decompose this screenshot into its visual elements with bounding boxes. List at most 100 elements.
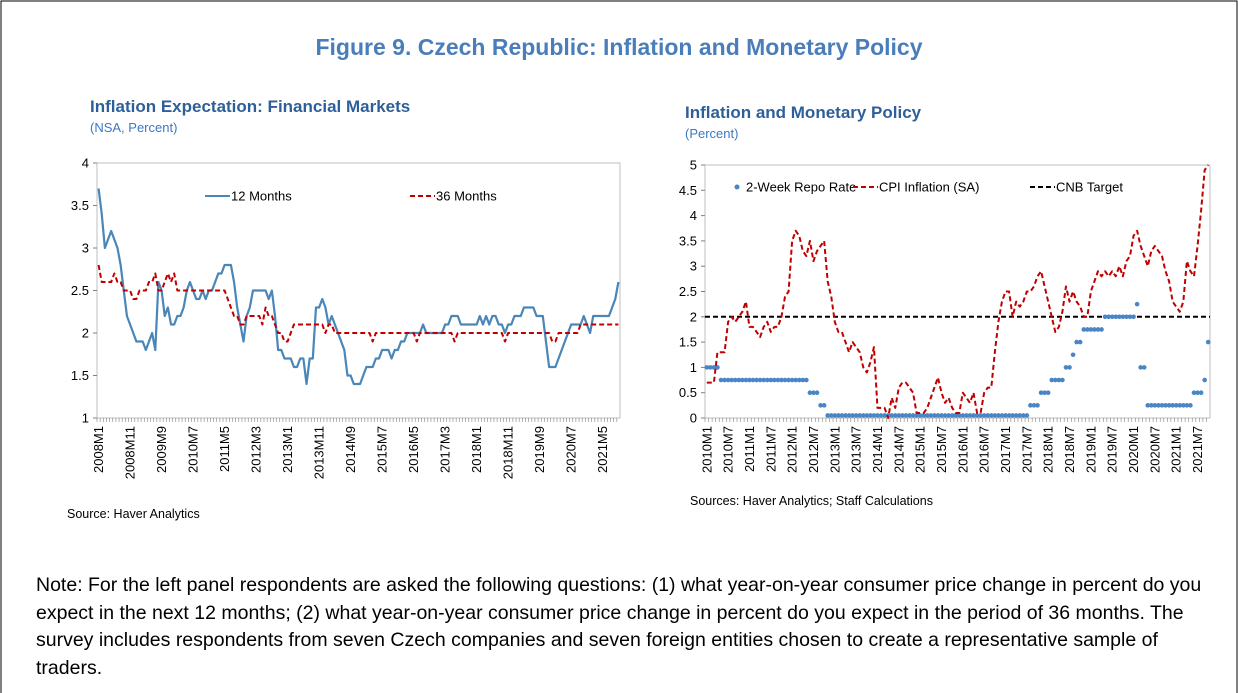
data-point bbox=[775, 377, 781, 383]
legend-label: 12 Months bbox=[231, 189, 292, 204]
data-point bbox=[1184, 403, 1190, 408]
data-point bbox=[1074, 339, 1079, 345]
legend-label: 36 Months bbox=[436, 189, 497, 204]
x-tick-label: 2010M1 bbox=[699, 426, 714, 473]
figure-title: Figure 9. Czech Republic: Inflation and … bbox=[315, 34, 922, 60]
data-point bbox=[974, 413, 980, 418]
data-point bbox=[1006, 413, 1012, 418]
data-point bbox=[718, 377, 724, 383]
data-point bbox=[864, 413, 870, 418]
data-point bbox=[850, 413, 855, 418]
x-tick-label: 2018M7 bbox=[1062, 426, 1077, 473]
data-point bbox=[1092, 327, 1097, 332]
data-point bbox=[1131, 314, 1136, 320]
data-point bbox=[1052, 377, 1058, 383]
data-point bbox=[921, 413, 927, 418]
data-point bbox=[1067, 365, 1072, 370]
x-tick-label: 2008M1 bbox=[91, 426, 106, 473]
data-point bbox=[1124, 314, 1129, 320]
x-tick-label: 2015M7 bbox=[934, 426, 949, 473]
plot-frame bbox=[96, 162, 621, 419]
x-tick-label: 2015M1 bbox=[913, 426, 928, 473]
y-tick-label: 1 bbox=[82, 411, 89, 426]
data-point bbox=[996, 413, 1001, 418]
data-point bbox=[715, 365, 720, 370]
data-point bbox=[1020, 413, 1026, 418]
x-tick-label: 2018M11 bbox=[501, 426, 516, 479]
x-tick-label: 2011M1 bbox=[742, 426, 757, 472]
data-point bbox=[782, 377, 788, 383]
data-point bbox=[924, 413, 930, 418]
x-tick-label: 2016M1 bbox=[955, 426, 970, 473]
data-point bbox=[910, 413, 916, 418]
data-point bbox=[743, 377, 749, 383]
data-point bbox=[1013, 413, 1019, 418]
data-point bbox=[1088, 327, 1094, 332]
chart-subtitle: (Percent) bbox=[685, 126, 738, 141]
data-point bbox=[1056, 377, 1062, 383]
data-point bbox=[832, 413, 838, 418]
data-point bbox=[1188, 403, 1193, 408]
data-point bbox=[853, 413, 859, 418]
data-point bbox=[811, 390, 816, 396]
x-tick-label: 2021M5 bbox=[595, 426, 610, 473]
data-point bbox=[949, 413, 955, 418]
y-tick-label: 1 bbox=[690, 360, 697, 375]
data-point bbox=[985, 413, 991, 418]
data-point bbox=[1028, 403, 1033, 408]
data-point bbox=[939, 413, 944, 418]
legend-symbol bbox=[734, 184, 740, 190]
data-point bbox=[1063, 365, 1069, 370]
data-point bbox=[1149, 403, 1154, 408]
data-point bbox=[900, 413, 905, 418]
x-tick-label: 2020M7 bbox=[564, 426, 579, 473]
data-point bbox=[772, 377, 777, 383]
data-point bbox=[1120, 314, 1126, 320]
data-point bbox=[793, 377, 798, 383]
data-point bbox=[1202, 377, 1207, 383]
data-point bbox=[1205, 339, 1211, 345]
x-tick-label: 2016M7 bbox=[977, 426, 992, 473]
data-point bbox=[1159, 403, 1165, 408]
data-point bbox=[1095, 327, 1101, 332]
data-point bbox=[907, 413, 912, 418]
y-tick-label: 2 bbox=[690, 309, 697, 324]
data-point bbox=[1195, 390, 1200, 396]
y-tick-label: 4 bbox=[82, 156, 89, 171]
data-point bbox=[1170, 403, 1175, 408]
x-tick-label: 2020M1 bbox=[1126, 426, 1141, 473]
data-point bbox=[818, 403, 823, 408]
data-point bbox=[1003, 413, 1008, 418]
series-line bbox=[706, 164, 1210, 419]
data-point bbox=[1134, 301, 1140, 307]
data-point bbox=[800, 377, 806, 383]
data-point bbox=[704, 365, 710, 370]
data-point bbox=[843, 413, 848, 418]
data-point bbox=[764, 377, 770, 383]
data-point bbox=[953, 413, 959, 418]
x-tick-label: 2011M5 bbox=[217, 426, 232, 472]
data-point bbox=[836, 413, 841, 418]
data-point bbox=[1085, 327, 1090, 332]
data-point bbox=[875, 413, 880, 418]
data-point bbox=[981, 413, 987, 418]
data-point bbox=[1060, 377, 1065, 383]
y-tick-label: 4 bbox=[690, 208, 697, 223]
x-tick-label: 2017M1 bbox=[998, 426, 1013, 473]
x-tick-label: 2019M9 bbox=[532, 426, 547, 473]
data-point bbox=[889, 413, 895, 418]
data-point bbox=[757, 377, 763, 383]
data-point bbox=[896, 413, 902, 418]
note: Note: For the left panel respondents are… bbox=[36, 574, 1202, 679]
x-tick-label: 2013M1 bbox=[280, 426, 295, 473]
data-point bbox=[1191, 390, 1197, 396]
data-point bbox=[1117, 314, 1122, 320]
y-tick-label: 0.5 bbox=[679, 385, 697, 400]
data-point bbox=[932, 413, 937, 418]
x-tick-label: 2013M7 bbox=[849, 426, 864, 473]
x-tick-label: 2016M5 bbox=[406, 426, 421, 473]
data-point bbox=[1024, 413, 1030, 418]
data-point bbox=[1049, 377, 1055, 383]
data-point bbox=[903, 413, 909, 418]
x-tick-label: 2018M1 bbox=[1041, 426, 1056, 473]
